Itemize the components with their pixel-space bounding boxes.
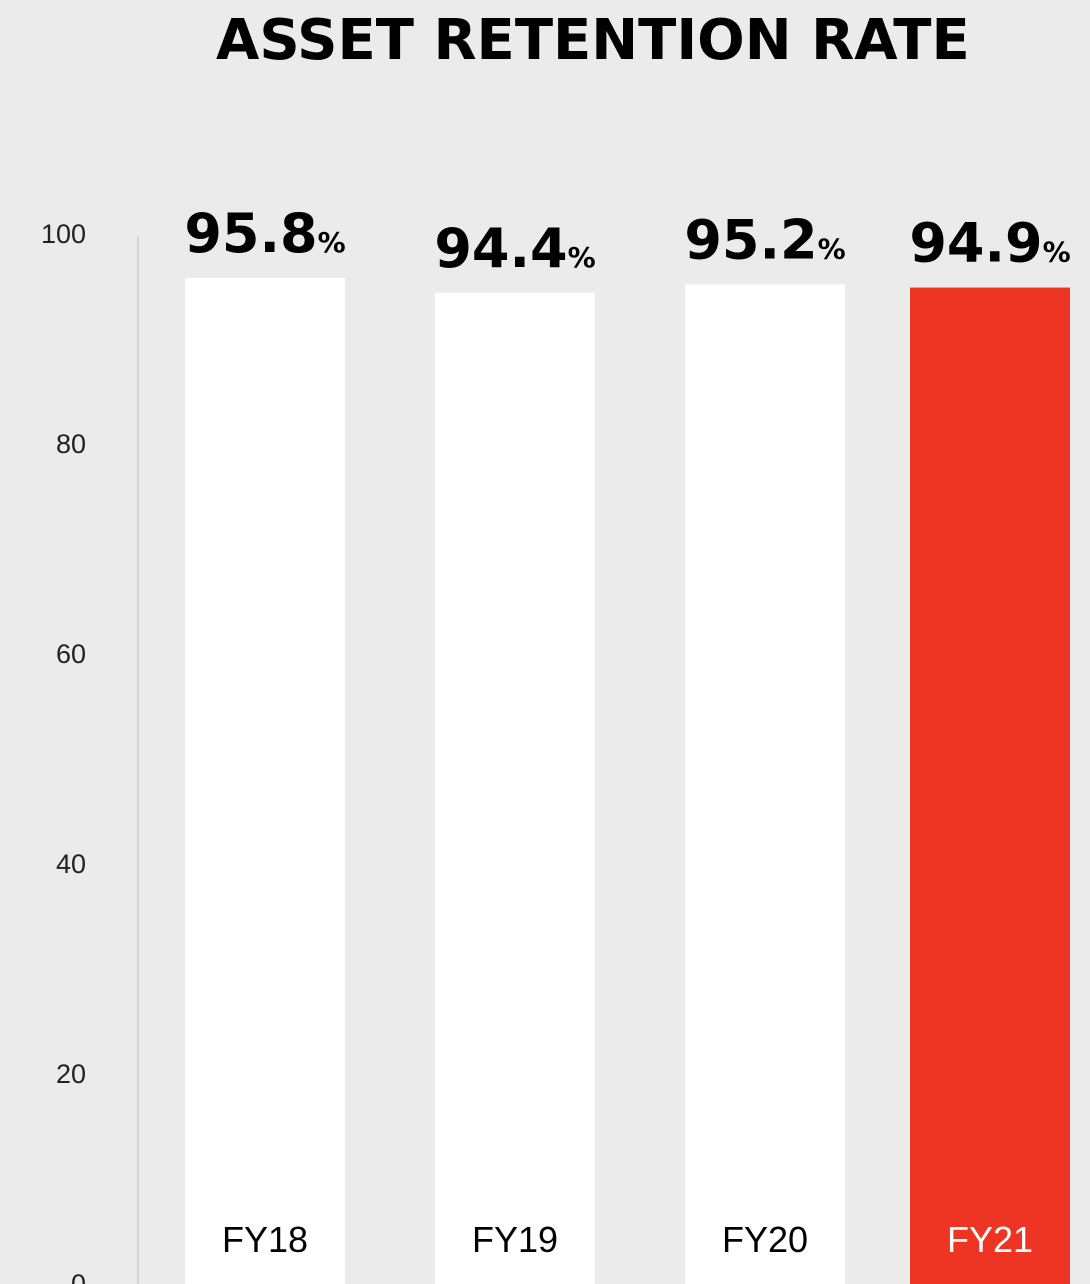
y-axis: 0 20 40 60 80 100 xyxy=(41,219,139,1284)
category-label: FY18 xyxy=(222,1219,308,1260)
bar-value-label: 95.2% xyxy=(684,208,845,271)
category-label: FY21 xyxy=(947,1219,1033,1260)
bar xyxy=(435,292,595,1284)
y-tick-label: 0 xyxy=(71,1269,86,1284)
category-label: FY19 xyxy=(472,1219,558,1260)
bar xyxy=(685,284,845,1284)
bars xyxy=(185,278,1070,1284)
category-label: FY20 xyxy=(722,1219,808,1260)
bar-value-label: 94.4% xyxy=(434,217,595,280)
y-tick-label: 100 xyxy=(41,219,86,249)
y-tick-label: 80 xyxy=(56,429,86,459)
y-tick-label: 40 xyxy=(56,849,86,879)
bar xyxy=(910,287,1070,1284)
y-tick-label: 20 xyxy=(56,1059,86,1089)
chart-title: ASSET RETENTION RATE xyxy=(216,8,970,73)
bar-value-label: 94.9% xyxy=(909,212,1070,275)
bar-labels: 95.8% FY18 94.4% FY19 95.2% FY20 94.9% FY21 xyxy=(184,202,1070,1260)
bar xyxy=(185,278,345,1284)
bar-value-label: 95.8% xyxy=(184,202,345,265)
y-tick-label: 60 xyxy=(56,639,86,669)
